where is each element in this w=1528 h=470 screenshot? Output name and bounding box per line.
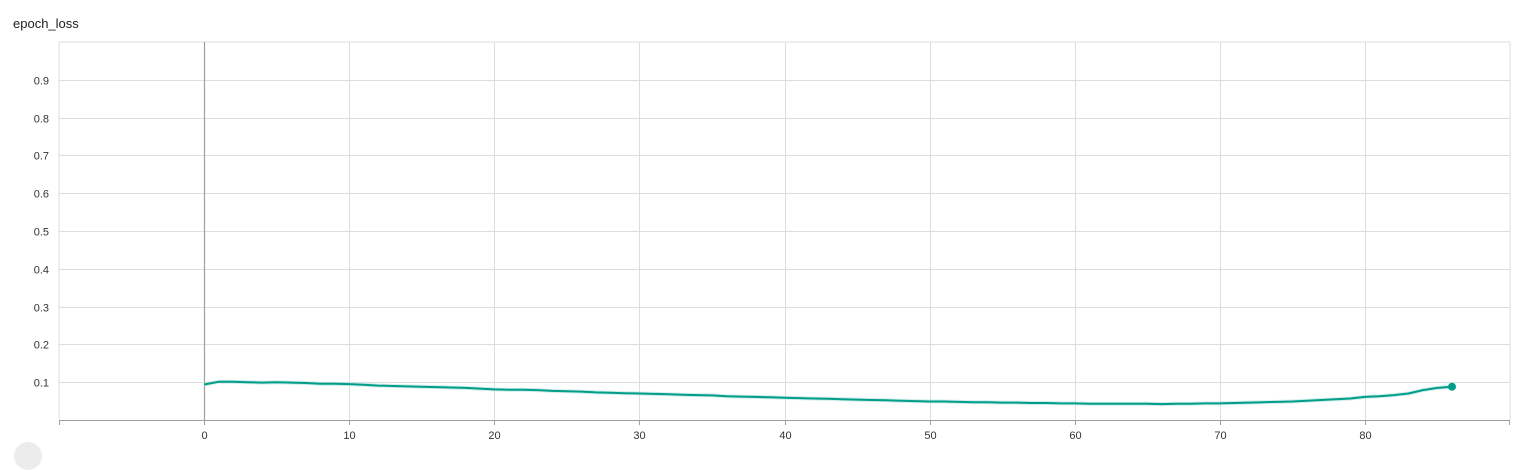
y-tick-label: 0.8 [34, 114, 49, 126]
scroll-indicator [14, 442, 42, 470]
y-tick-label: 0.1 [34, 378, 49, 390]
loss-chart[interactable]: 0.1 0.2 0.3 0.4 0.5 0.6 0.7 0.8 0.9 0 10 20 30 40 50 60… [0, 0, 1528, 450]
y-tick-label: 0.6 [34, 189, 49, 201]
tick-labels: 0.1 0.2 0.3 0.4 0.5 0.6 0.7 0.8 0.9 0 10 20 30 40 50 60… [34, 76, 1372, 443]
y-tick-label: 0.7 [34, 151, 49, 163]
y-tick-label: 0.2 [34, 340, 49, 352]
y-tick-label: 0.3 [34, 303, 49, 315]
chart-title: epoch_loss [13, 16, 79, 31]
x-tick-label: 30 [633, 430, 645, 442]
axes [59, 42, 1510, 425]
x-tick-label: 0 [201, 430, 207, 442]
series [203, 379, 1456, 407]
series-line [203, 380, 1453, 406]
x-tick-label: 50 [924, 430, 936, 442]
y-tick-label: 0.9 [34, 76, 49, 88]
x-tick-label: 80 [1359, 430, 1371, 442]
x-tick-label: 40 [779, 430, 791, 442]
x-tick-label: 70 [1214, 430, 1226, 442]
grid [58, 41, 1511, 420]
x-tick-label: 60 [1069, 430, 1081, 442]
series-last-point [1448, 382, 1456, 391]
y-tick-label: 0.4 [34, 265, 49, 277]
x-tick-label: 20 [488, 430, 500, 442]
y-tick-label: 0.5 [34, 227, 49, 239]
x-tick-label: 10 [343, 430, 355, 442]
